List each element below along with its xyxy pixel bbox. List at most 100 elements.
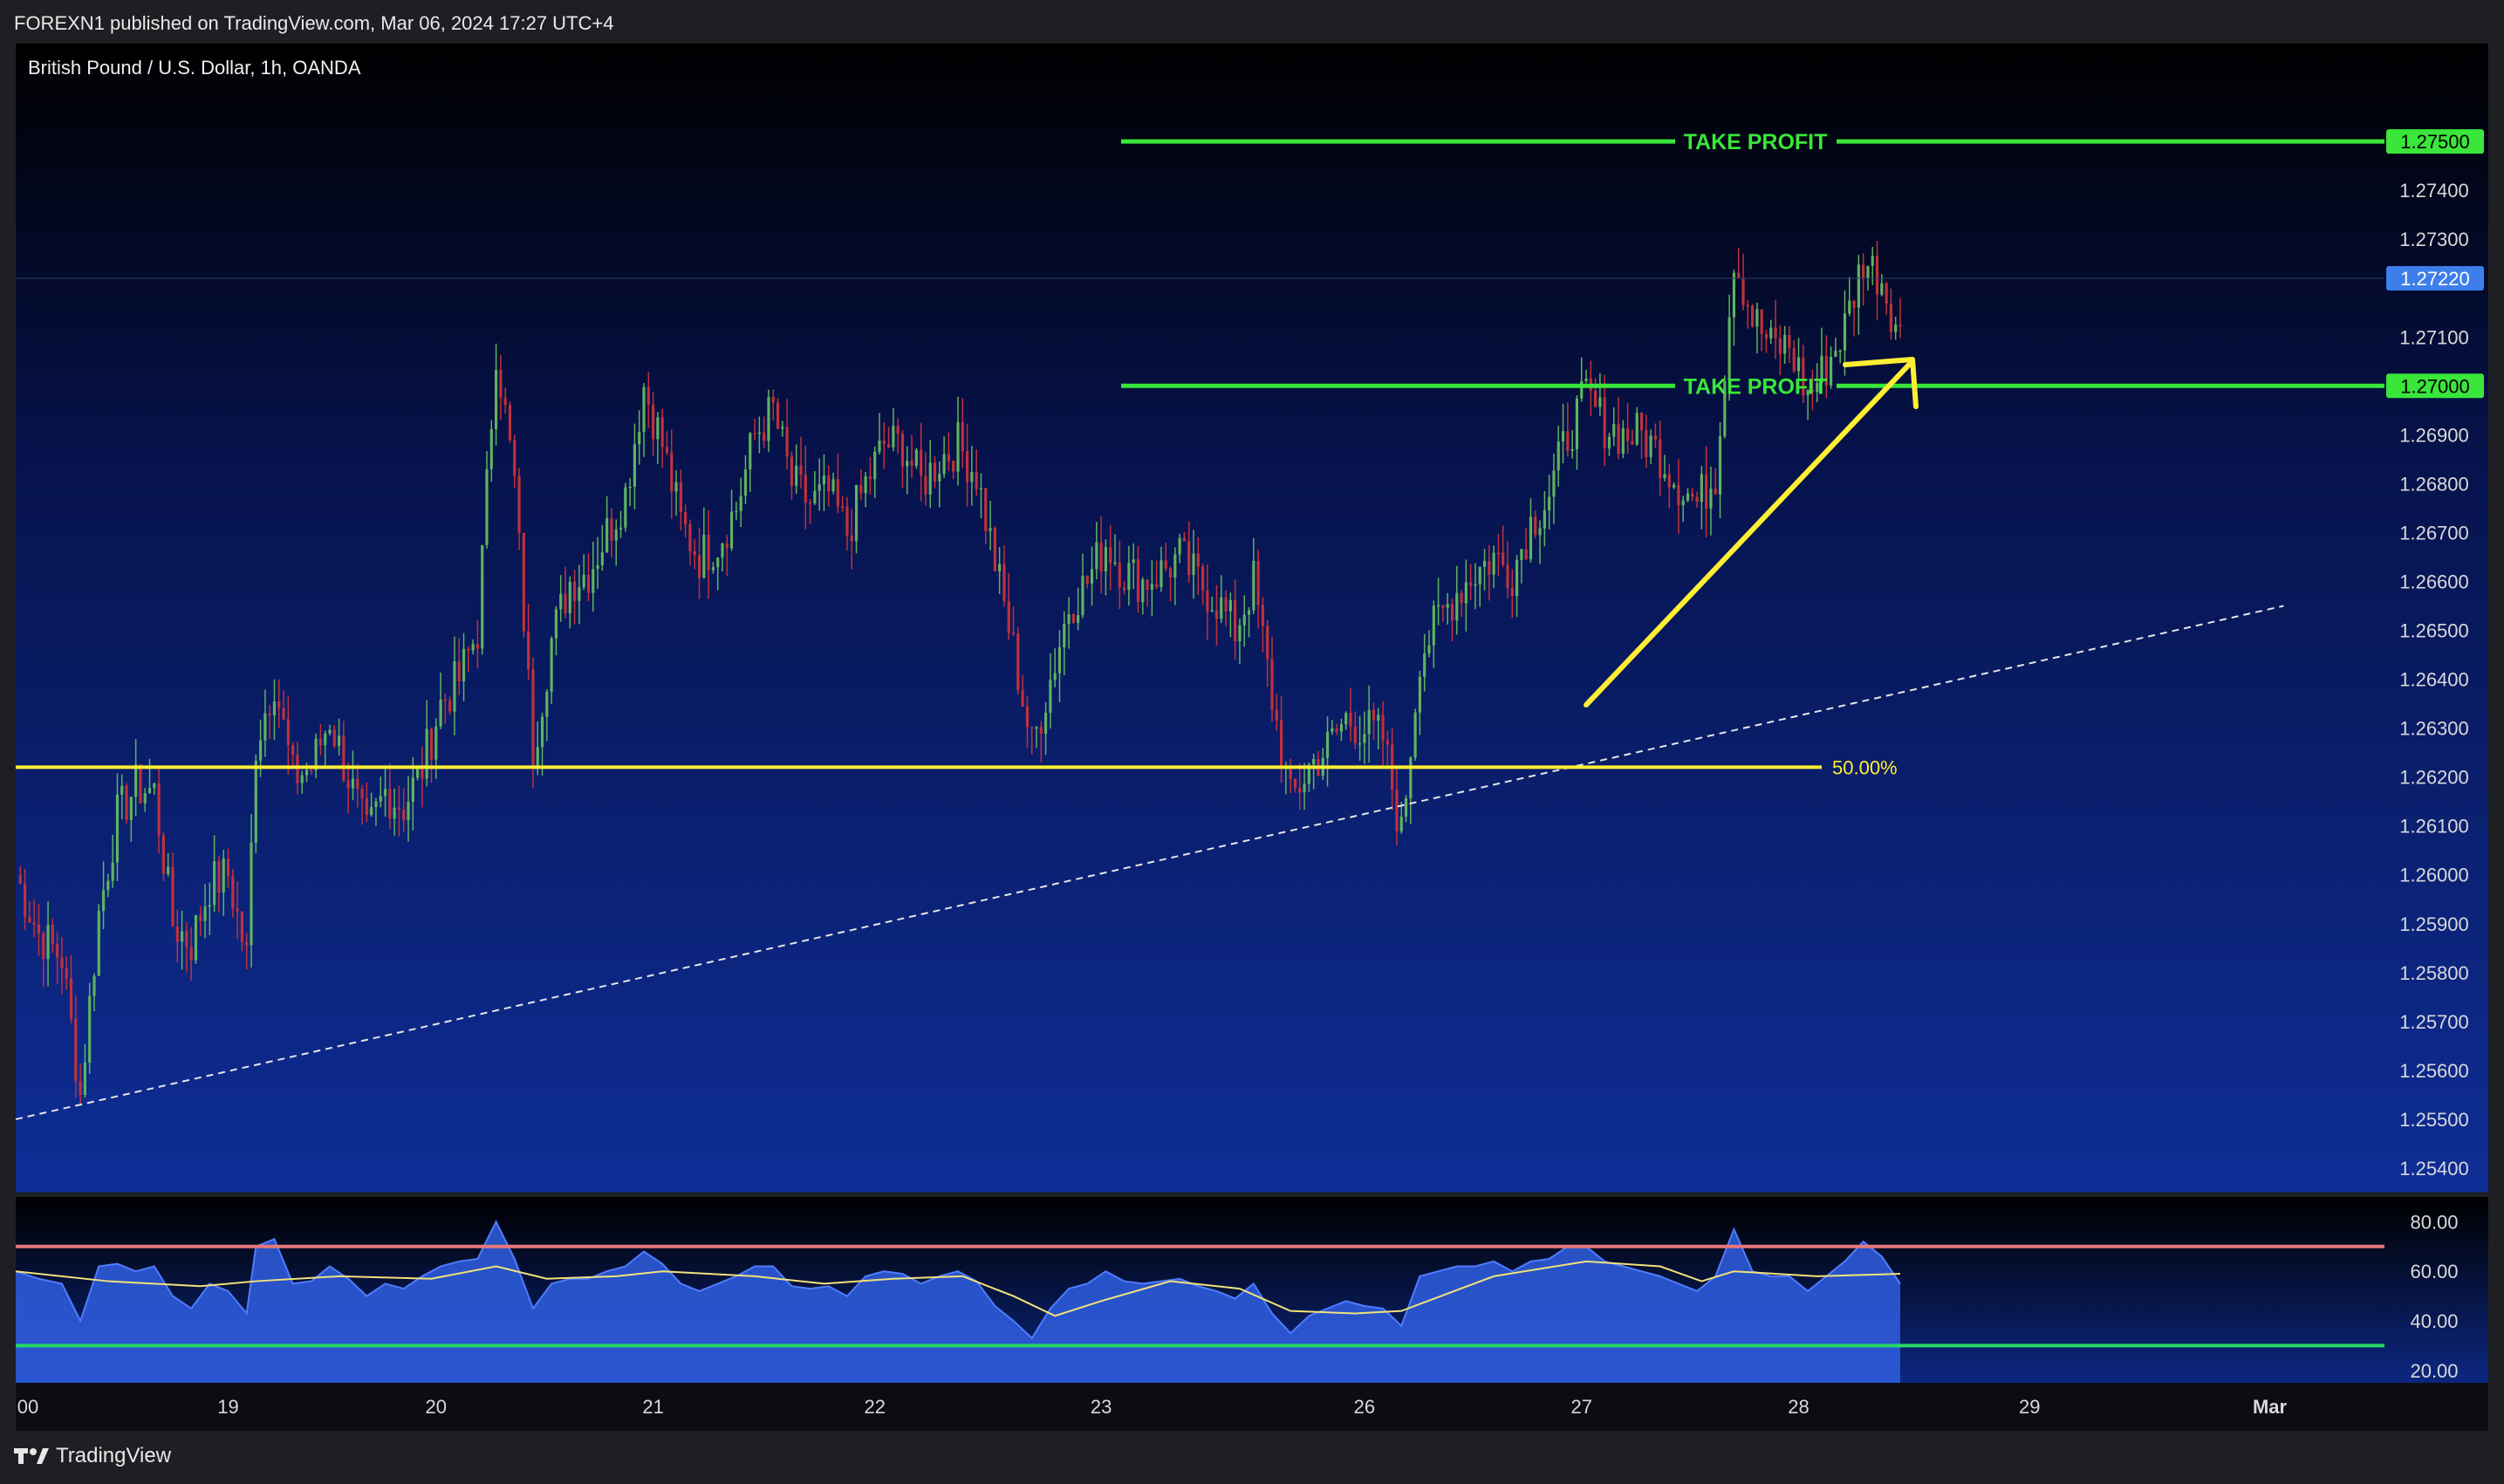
candle-body (1030, 727, 1034, 729)
candle-body (933, 462, 937, 482)
candle-body (1224, 597, 1228, 612)
candle-body (989, 528, 992, 531)
candle-body (314, 738, 318, 770)
candle-body (850, 535, 853, 542)
candle-body (896, 426, 900, 434)
candle-body (1335, 728, 1338, 732)
price-tick-label: 1.27100 (2399, 326, 2469, 348)
candle-body (633, 444, 636, 487)
candle-body (809, 502, 812, 504)
candle-body (1404, 797, 1408, 817)
candle-body (868, 475, 872, 480)
candle-body (914, 449, 918, 466)
candle-body (882, 440, 886, 445)
candle-body (1053, 673, 1057, 680)
candle-body (79, 1081, 82, 1095)
time-tick-label: 23 (1091, 1396, 1112, 1418)
candle-body (1136, 559, 1140, 603)
candle-body (1127, 563, 1131, 591)
candle-body (1778, 338, 1782, 354)
candle-body (1049, 680, 1052, 714)
candle-body (1228, 600, 1232, 612)
candle-body (370, 807, 373, 815)
candle-body (1524, 549, 1528, 560)
candle-body (1889, 303, 1892, 332)
candle-body (1566, 431, 1570, 451)
candle-body (1769, 327, 1773, 339)
candle-body (600, 552, 604, 565)
rsi-tick-label: 40.00 (2410, 1310, 2458, 1332)
candle-body (231, 876, 235, 909)
candle-body (351, 778, 355, 789)
candle-body (947, 454, 950, 462)
candle-body (1474, 584, 1477, 586)
candle-body (481, 544, 484, 649)
candle-body (443, 699, 447, 701)
candle-body (388, 789, 392, 819)
candle-body (129, 797, 133, 820)
candle-body (125, 785, 128, 820)
candle-body (1021, 689, 1024, 707)
candle-body (1358, 742, 1362, 745)
candle-body (1011, 633, 1016, 635)
candle-body (1141, 579, 1145, 603)
footer-brand[interactable]: TradingView (14, 1444, 171, 1468)
candle-body (245, 941, 249, 946)
candle-body (1621, 428, 1625, 455)
candle-body (1035, 727, 1038, 729)
candle-body (1529, 516, 1533, 560)
candle-body (448, 700, 452, 712)
candle-body (721, 543, 724, 558)
candle-body (1659, 439, 1662, 479)
candle-body (304, 769, 309, 776)
candle-body (120, 785, 124, 795)
candle-body (1802, 357, 1805, 396)
candle-body (836, 479, 839, 507)
candle-body (790, 456, 793, 486)
candle-body (647, 386, 650, 405)
candle-body (1796, 357, 1801, 372)
candle-body (513, 440, 517, 476)
candle-body (582, 574, 585, 588)
candle-body (739, 496, 742, 511)
candle-body (1007, 600, 1010, 633)
candle-body (670, 452, 674, 492)
candle-body (711, 567, 715, 571)
candle-body (1764, 333, 1769, 339)
candle-body (467, 648, 470, 651)
candle-body (1520, 549, 1523, 560)
candle-body (564, 593, 567, 614)
price-tick-label: 1.25800 (2399, 962, 2469, 984)
candle-body (845, 506, 849, 536)
candle-body (1104, 546, 1107, 571)
candle-body (1691, 493, 1694, 497)
candle-body (730, 511, 734, 549)
candle-body (1201, 566, 1205, 591)
candle-body (1653, 435, 1657, 440)
candle-body (1677, 484, 1680, 506)
candle-body (102, 890, 106, 912)
candle-body (998, 564, 1002, 571)
candle-body (684, 512, 688, 525)
take-profit-label: TAKE PROFIT (1684, 374, 1828, 399)
candle-body (642, 386, 646, 433)
candle-body (1714, 488, 1717, 495)
candle-body (892, 426, 895, 448)
candle-body (540, 716, 544, 748)
candle-body (489, 428, 493, 469)
candle-body (527, 631, 530, 670)
candle-body (1381, 715, 1385, 741)
candle-body (356, 778, 359, 790)
candle-body (1460, 592, 1463, 604)
candle-body (1349, 713, 1352, 727)
candle-body (1515, 559, 1519, 597)
candle-body (1810, 390, 1814, 392)
candle-body (338, 735, 341, 746)
candle-body (1635, 413, 1639, 445)
candle-body (1025, 706, 1029, 728)
candle-body (1751, 305, 1755, 327)
rsi-tick-label: 20.00 (2410, 1360, 2458, 1382)
candle-body (716, 557, 720, 568)
candle-body (1063, 623, 1066, 648)
